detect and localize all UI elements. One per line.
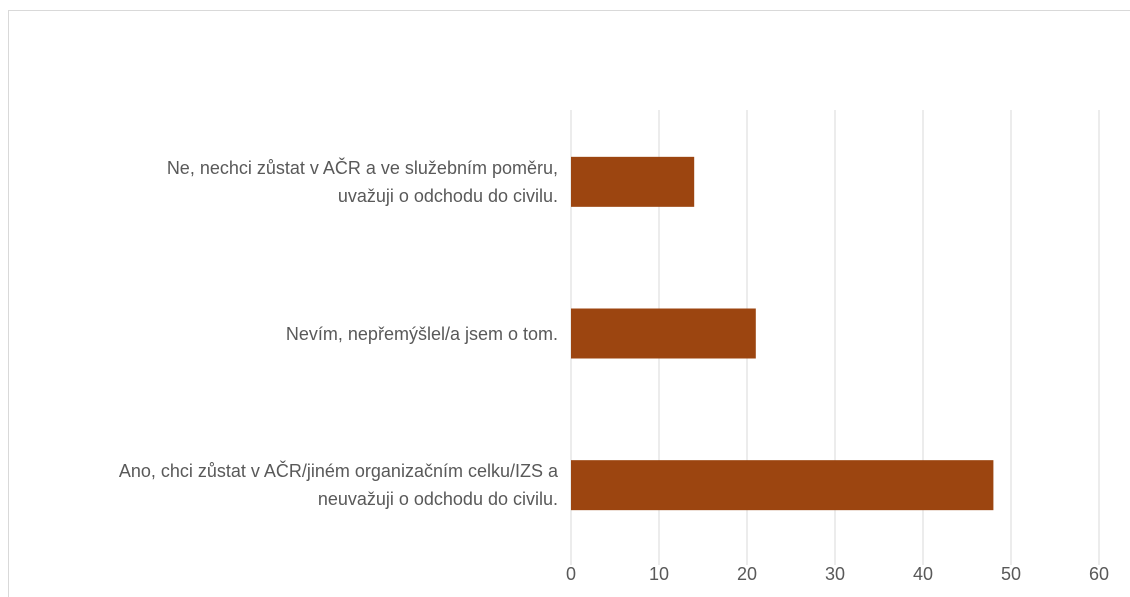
y-tick-label: Ne, nechci zůstat v AČR a ve služebním p… [166, 157, 558, 206]
bar [571, 156, 695, 207]
chart-border [8, 10, 1130, 597]
x-tick-label: 30 [825, 564, 845, 584]
x-tick-label: 50 [1001, 564, 1021, 584]
bar [571, 460, 994, 511]
x-tick-label: 60 [1089, 564, 1109, 584]
y-tick-label: Ano, chci zůstat v AČR/jiném organizační… [118, 461, 558, 510]
x-tick-label: 40 [913, 564, 933, 584]
bar [571, 308, 756, 359]
x-tick-label: 10 [649, 564, 669, 584]
y-tick-label: Nevím, nepřemýšlel/a jsem o tom. [285, 323, 558, 344]
x-tick-label: 0 [566, 564, 576, 584]
x-tick-label: 20 [737, 564, 757, 584]
